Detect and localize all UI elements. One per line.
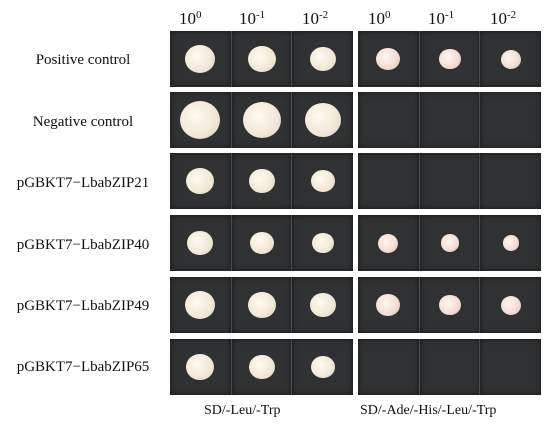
plate-cell [358,215,419,271]
plate-row-6-right [358,339,541,395]
plate-cell [358,92,419,148]
plate-row-6-left [170,339,353,395]
plate-cell [230,277,293,333]
plate-cell [170,277,231,333]
yeast-colony [378,233,399,253]
row-label-lbabzip65: pGBKT7−LbabZIP65 [16,359,150,375]
plate-cell [291,31,353,87]
yeast-colony [180,101,221,139]
yeast-colony [502,235,519,251]
plate-cell [291,153,353,209]
plate-row-4-right [358,215,541,271]
plate-cell [479,31,541,87]
plate-row-2-left [170,92,353,148]
plate-cell [479,153,541,209]
plate-cell [358,153,419,209]
plate-cell [291,215,353,271]
plate-cell [479,339,541,395]
plate-cell [418,31,481,87]
yeast-colony [186,353,215,381]
dilution-header-left-1: 100 [179,9,202,28]
plate-cell [479,215,541,271]
plate-cell [291,277,353,333]
yeast-colony [376,293,401,317]
yeast-colony [310,169,335,193]
yeast-colony [248,168,275,194]
plate-cell [230,31,293,87]
plate-cell [230,215,293,271]
dilution-header-left-3: 10-2 [302,9,329,28]
plate-row-1-right [358,31,541,87]
plate-cell [291,92,353,148]
plate-cell [170,339,231,395]
plate-cell [418,215,481,271]
plate-cell [230,153,293,209]
plate-cell [358,277,419,333]
plate-row-3-right [358,153,541,209]
plate-cell [170,31,231,87]
yeast-colony [309,46,336,72]
row-label-lbabzip21: pGBKT7−LbabZIP21 [16,175,150,191]
plate-cell [418,277,481,333]
plate-cell [479,277,541,333]
plate-row-5-left [170,277,353,333]
plate-row-3-left [170,153,353,209]
yeast-colony [310,355,335,379]
plate-cell [418,339,481,395]
yeast-colony [440,234,459,252]
yeast-colony [438,48,461,70]
yeast-colony [438,294,461,316]
row-label-lbabzip49: pGBKT7−LbabZIP49 [16,298,150,314]
yeast-colony [500,49,521,69]
media-label-left: SD/-Leu/-Trp [204,403,281,418]
plate-cell [170,153,231,209]
media-label-right: SD/-Ade/-His/-Leu/-Trp [360,403,497,418]
row-label-negative-control: Negative control [32,114,134,130]
dilution-header-right-3: 10-2 [490,9,517,28]
plate-cell [170,92,231,148]
yeast-colony [309,292,336,318]
plate-cell [358,31,419,87]
yeast-colony [247,291,276,319]
row-label-positive-control: Positive control [35,52,131,68]
plate-cell [479,92,541,148]
plate-cell [230,339,293,395]
yeast-colony [248,354,275,380]
yeast-colony [185,44,216,74]
yeast-colony [187,230,214,256]
dilution-header-left-2: 10-1 [239,9,266,28]
yeast-colony [185,290,216,320]
plate-row-5-right [358,277,541,333]
plate-row-2-right [358,92,541,148]
plate-cell [230,92,293,148]
yeast-colony [249,231,274,255]
plate-cell [418,153,481,209]
yeast-colony [247,45,276,73]
row-label-lbabzip40: pGBKT7−LbabZIP40 [16,237,150,253]
yeast-colony [304,102,341,138]
plate-cell [291,339,353,395]
yeast-colony [376,47,401,71]
dilution-header-right-2: 10-1 [428,9,455,28]
plate-cell [358,339,419,395]
yeast-colony [242,101,281,139]
plate-cell [418,92,481,148]
yeast-colony [186,167,215,195]
plate-row-4-left [170,215,353,271]
plate-cell [170,215,231,271]
yeast-colony [311,232,334,254]
plate-row-1-left [170,31,353,87]
dilution-header-right-1: 100 [368,9,391,28]
yeast-colony [500,295,521,315]
